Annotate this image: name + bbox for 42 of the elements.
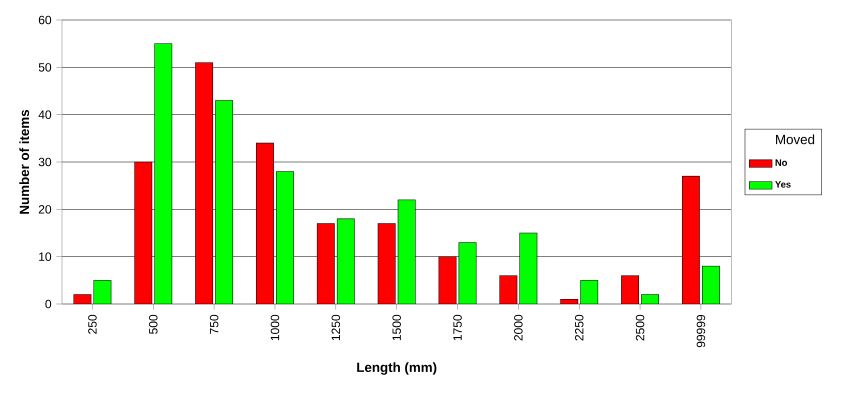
bar bbox=[215, 100, 234, 304]
bar bbox=[438, 256, 456, 304]
legend-title: Moved bbox=[776, 134, 814, 144]
bar bbox=[378, 223, 396, 304]
y-tick-label: 10 bbox=[39, 252, 52, 261]
legend-label: No bbox=[776, 159, 788, 166]
bar bbox=[398, 200, 416, 304]
bar bbox=[519, 232, 538, 304]
x-tick-label: 2500 bbox=[636, 314, 644, 340]
x-tick-label: 1750 bbox=[453, 314, 462, 340]
x-tick-label: 1000 bbox=[270, 314, 280, 340]
y-tick-label: 40 bbox=[38, 110, 52, 119]
bar bbox=[154, 43, 172, 304]
legend-label: Yes bbox=[775, 181, 791, 188]
x-tick-label: 99999 bbox=[696, 314, 706, 348]
y-tick-label: 60 bbox=[38, 16, 52, 24]
x-axis-title: Length (mm) bbox=[357, 362, 436, 375]
bar bbox=[316, 223, 335, 304]
x-tick-label: 750 bbox=[210, 314, 218, 334]
bar bbox=[621, 275, 640, 304]
y-tick-label: 50 bbox=[38, 63, 52, 72]
bar bbox=[336, 218, 355, 304]
bar bbox=[702, 266, 720, 304]
bar bbox=[458, 242, 476, 304]
bar bbox=[134, 162, 152, 304]
x-tick-label: 1500 bbox=[392, 314, 401, 340]
bar bbox=[499, 275, 518, 304]
bar bbox=[682, 176, 700, 304]
y-tick-label: 0 bbox=[45, 300, 52, 308]
x-tick-label: 2000 bbox=[514, 314, 523, 340]
y-axis-title: Number of items bbox=[19, 110, 30, 214]
bar bbox=[580, 280, 598, 304]
bar bbox=[276, 171, 294, 304]
bar bbox=[93, 280, 112, 304]
x-tick-label: 250 bbox=[88, 314, 97, 334]
bar bbox=[195, 62, 214, 304]
x-tick-label: 500 bbox=[149, 314, 158, 334]
y-tick-label: 20 bbox=[38, 205, 52, 214]
x-tick-label: 2250 bbox=[574, 314, 584, 340]
y-tick-label: 30 bbox=[38, 158, 52, 166]
x-tick-label: 1250 bbox=[332, 314, 340, 340]
bar bbox=[256, 142, 274, 304]
